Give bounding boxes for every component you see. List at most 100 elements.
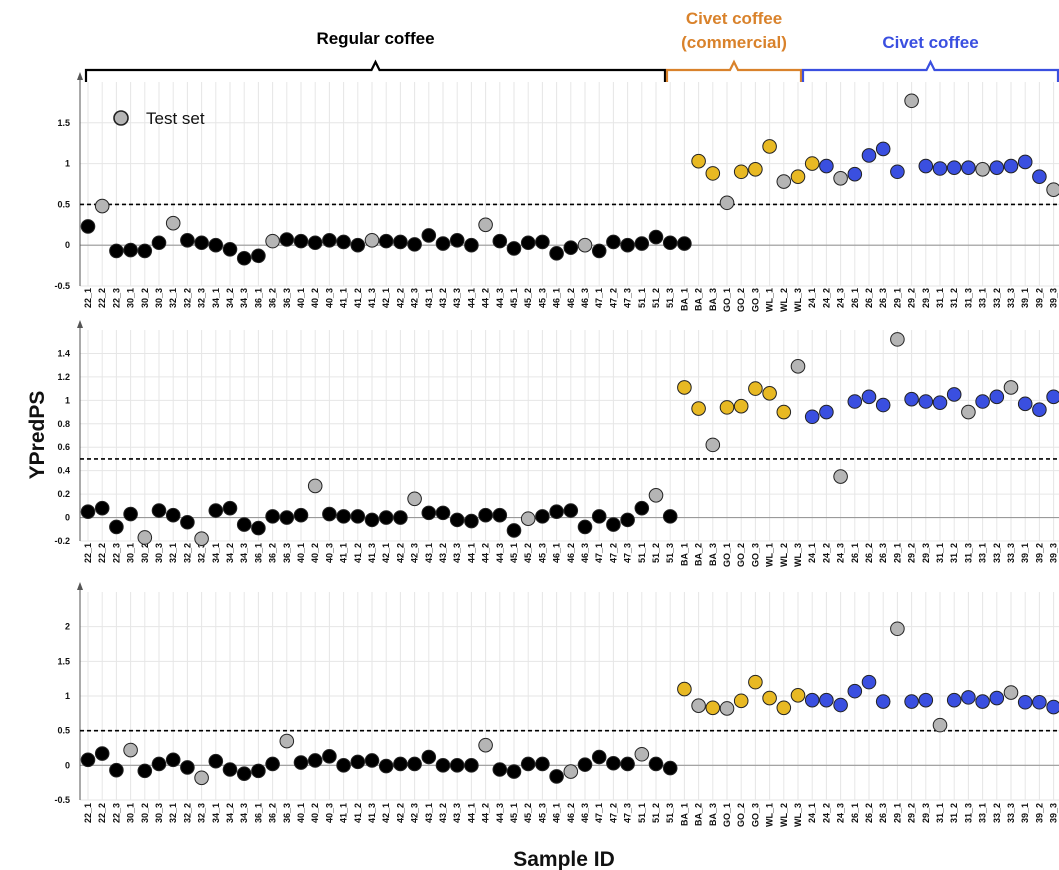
bracket-line [665, 59, 803, 82]
x-tick-label: WL_1 [765, 803, 775, 827]
test-set-point [719, 701, 735, 716]
data-point [151, 235, 167, 251]
test-set-point [563, 764, 579, 779]
data-point [506, 523, 522, 538]
x-tick-label: 47_1 [594, 543, 604, 563]
x-tick-label: 44_3 [495, 803, 505, 823]
x-tick-label: WL_1 [765, 288, 775, 312]
data-point [464, 758, 479, 773]
data-point [421, 749, 437, 765]
data-point [776, 404, 792, 420]
x-tick-label: 34_1 [211, 543, 221, 563]
x-tick-label: 44_2 [481, 288, 491, 308]
x-tick-label: 51_2 [651, 803, 661, 823]
data-point [833, 697, 848, 713]
data-point [819, 692, 834, 708]
data-point [520, 235, 536, 251]
x-tick-label: 51_1 [637, 803, 647, 823]
y-tick-label: 1 [65, 691, 70, 701]
data-point [222, 762, 238, 777]
x-tick-label: 41_1 [339, 543, 349, 563]
y-axis-title: YPredPS [26, 391, 49, 480]
x-tick-label: 31_2 [949, 288, 959, 308]
data-point [620, 512, 635, 528]
x-tick-label: BA_3 [708, 543, 718, 566]
x-tick-label: 39_1 [1020, 803, 1030, 823]
test-set-point [1003, 685, 1019, 700]
x-tick-label: 46_3 [580, 803, 590, 823]
x-tick-label: 43_3 [452, 803, 462, 823]
x-tick-label: 31_1 [935, 803, 945, 823]
data-point [322, 233, 337, 248]
x-tick-label: BA_3 [708, 288, 718, 311]
data-point [151, 756, 167, 772]
x-tick-label: 24_2 [821, 543, 831, 563]
data-point [492, 762, 508, 777]
x-tick-label: 30_3 [154, 543, 164, 563]
x-tick-label: GO_2 [736, 803, 746, 827]
x-tick-label: 36_1 [253, 803, 263, 823]
x-tick-label: 51_3 [665, 288, 675, 308]
test-set-point [265, 233, 280, 249]
x-tick-label: 39_1 [1020, 543, 1030, 563]
x-tick-label: 47_2 [608, 288, 618, 308]
x-tick-label: 26_2 [864, 803, 874, 823]
x-tick-label: 39_3 [1049, 543, 1059, 563]
test-set-point [648, 487, 664, 503]
data-point [549, 504, 564, 519]
test-set-point [890, 332, 905, 347]
data-point [677, 236, 692, 251]
data-point [378, 510, 394, 525]
x-tick-label: 42_3 [410, 803, 420, 823]
data-point [293, 233, 309, 249]
x-tick-label: BA_2 [694, 543, 704, 566]
x-tick-label: WL_3 [793, 543, 803, 567]
data-point [705, 166, 721, 181]
x-tick-label: 42_2 [395, 543, 405, 563]
data-point [80, 219, 96, 234]
data-point [407, 756, 422, 772]
legend-label: Test set [146, 109, 205, 128]
x-tick-label: 39_1 [1020, 288, 1030, 308]
x-tick-label: 47_3 [623, 288, 633, 308]
x-tick-label: 33_2 [992, 543, 1002, 563]
data-point [918, 692, 934, 708]
data-point [904, 694, 919, 709]
test-set-point [790, 359, 806, 374]
data-point [762, 690, 777, 706]
data-point [691, 153, 706, 169]
legend: Test set [113, 109, 205, 128]
x-tick-label: GO_3 [750, 543, 760, 567]
data-point [1003, 158, 1019, 174]
x-tick-label: 22_3 [111, 543, 121, 563]
x-tick-label: 44_1 [466, 803, 476, 823]
data-point [875, 141, 891, 157]
data-point [350, 509, 366, 524]
data-point [648, 229, 664, 245]
x-tick-label: 33_1 [978, 288, 988, 308]
y-tick-label: 0.5 [57, 199, 70, 209]
x-tick-label: 43_1 [424, 543, 434, 563]
x-tick-label: 40_3 [324, 288, 334, 308]
x-tick-label: 42_3 [410, 543, 420, 563]
data-point [804, 692, 820, 708]
y-tick-label: -0.2 [54, 536, 70, 546]
x-tick-label: 30_1 [126, 543, 136, 563]
x-tick-label: 40_2 [310, 543, 320, 563]
test-set-point [1046, 182, 1059, 198]
y-tick-label: 0 [65, 513, 70, 523]
data-point [748, 674, 763, 690]
data-point [847, 166, 863, 182]
x-tick-label: 51_3 [665, 543, 675, 563]
x-tick-label: 44_1 [466, 288, 476, 308]
x-tick-label: 34_2 [225, 803, 235, 823]
x-tick-label: 41_3 [367, 288, 377, 308]
data-point [819, 404, 834, 420]
data-point [180, 233, 195, 248]
chart-panels: -0.5 0 0.5 1 1.5 22_1 22_2 22_3 30_1 30_2 30_3 32_1… [54, 72, 1059, 827]
data-point [449, 758, 465, 773]
x-tick-label: 29_2 [907, 543, 917, 563]
x-tick-label: 22_2 [97, 543, 107, 563]
data-point [762, 139, 777, 154]
x-tick-label: 30_1 [126, 288, 136, 308]
